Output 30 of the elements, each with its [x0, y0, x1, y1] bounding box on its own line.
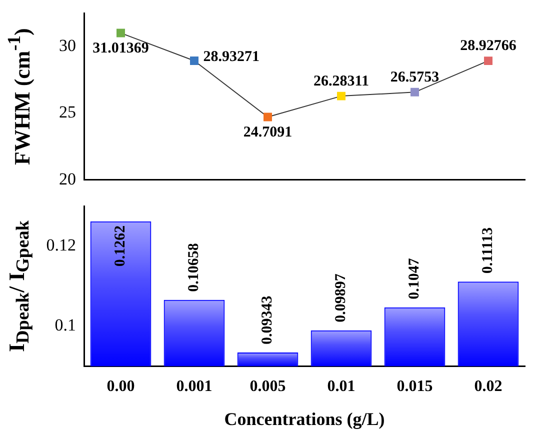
data-label: 0.1262 [112, 225, 129, 267]
data-label: 0.10658 [186, 243, 202, 292]
y-tick-label: 30 [59, 36, 76, 55]
x-tick-label: 0.02 [474, 378, 502, 395]
data-label: 0.09897 [333, 273, 350, 322]
data-label: 26.28311 [314, 73, 369, 90]
y-tick-label: 25 [59, 102, 76, 122]
y-tick-label: 0.1 [54, 316, 76, 335]
point [410, 88, 419, 96]
point [264, 112, 272, 122]
data-label: 24.7091 [243, 124, 292, 140]
x-tick-label: 0.01 [327, 378, 356, 395]
data-label: 0.09343 [260, 296, 276, 344]
y-tick-label: 0.12 [46, 236, 76, 255]
point [484, 56, 492, 66]
x-tick-label: 0.001 [176, 378, 212, 395]
x-tick-label: 0.005 [250, 378, 286, 395]
point [337, 92, 346, 100]
data-label: 28.92766 [460, 38, 517, 54]
data-label: 28.93271 [203, 49, 260, 66]
point [190, 56, 198, 65]
x-axis-title: Concentrations (g/L) [224, 408, 385, 429]
x-tick-label: 0.015 [396, 378, 433, 395]
data-label: 31.01369 [92, 40, 149, 56]
data-label: 26.5753 [390, 70, 440, 86]
data-label: 0.1047 [406, 258, 423, 300]
x-tick-label: 0.00 [106, 378, 135, 395]
data-label: 0.11113 [480, 227, 496, 274]
point [116, 28, 125, 38]
y-tick-label: 20 [59, 169, 76, 188]
